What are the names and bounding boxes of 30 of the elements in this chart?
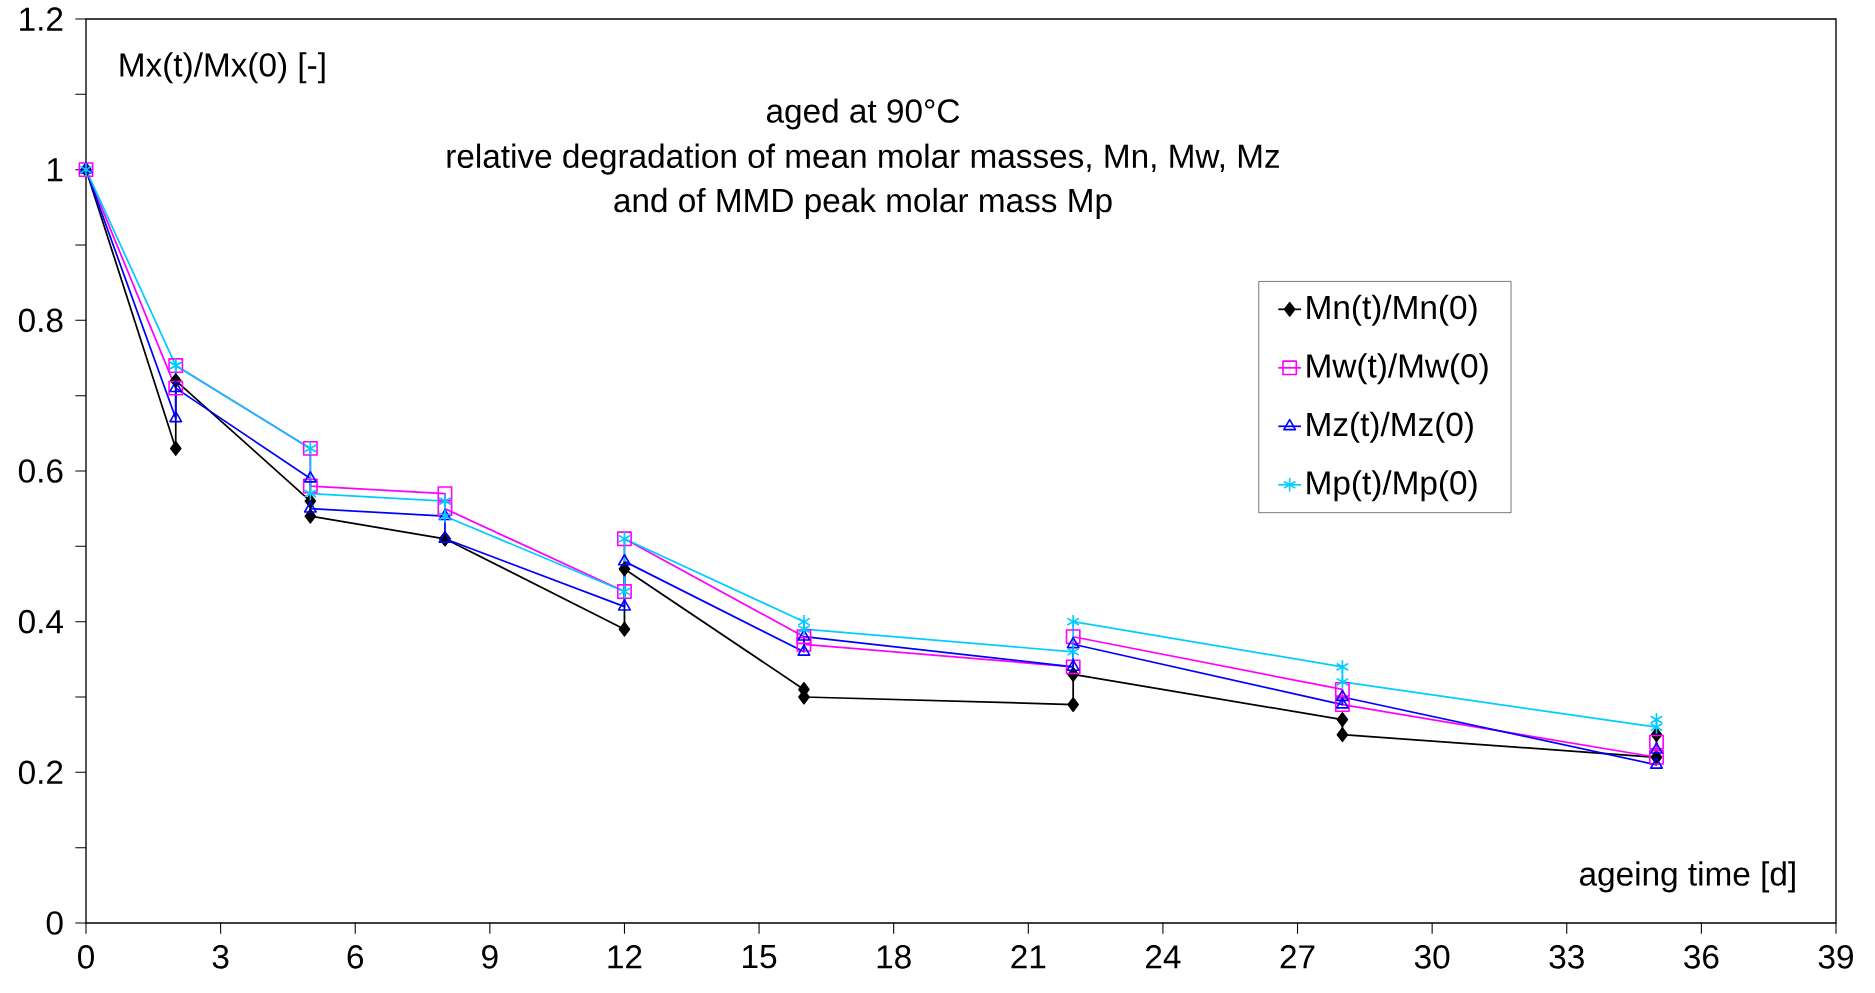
legend-label: Mz(t)/Mz(0)	[1307, 411, 1473, 443]
y-tick-label: 0.2	[18, 760, 63, 785]
x-tick-label: 21	[1011, 945, 1046, 969]
y-tick-label: 0.8	[18, 308, 63, 333]
y-tick-label: 1	[47, 158, 63, 182]
x-tick-label: 6	[347, 945, 364, 969]
x-tick-label: 27	[1280, 945, 1315, 969]
x-tick-label: 39	[1818, 945, 1853, 969]
y-tick-label: 0	[46, 911, 63, 935]
x-tick-label: 12	[608, 945, 642, 969]
x-tick-label: 0	[78, 945, 94, 969]
x-tick-label: 24	[1146, 945, 1181, 969]
x-tick-label: 15	[743, 945, 777, 969]
legend-label: Mp(t)/Mp(0)	[1307, 470, 1477, 502]
text: aged at 90°C	[766, 98, 960, 130]
x-tick-label: 18	[877, 945, 911, 969]
legend-label: Mn(t)/Mn(0)	[1307, 294, 1477, 326]
x-tick-label: 3	[212, 945, 229, 969]
x-tick-label: 30	[1414, 945, 1450, 969]
x-tick-label: 36	[1684, 945, 1719, 969]
legend-label: Mw(t)/Mw(0)	[1307, 353, 1488, 385]
x-tick-label: 33	[1549, 945, 1584, 969]
y-axis-title: Mx(t)/Mx(0) [-]	[120, 52, 325, 84]
x-axis-title: ageing time [d]	[1579, 861, 1795, 893]
y-tick-label: 1.2	[20, 7, 63, 31]
text: relative degradation of mean molar masses, Mn, Mw, Mz	[447, 143, 1279, 175]
annotation: and of MMD peak molar mass Mp	[614, 187, 1112, 219]
y-tick-label: 0.4	[18, 609, 63, 634]
y-tick-label: 0.6	[18, 459, 63, 483]
x-tick-label: 9	[482, 945, 498, 969]
